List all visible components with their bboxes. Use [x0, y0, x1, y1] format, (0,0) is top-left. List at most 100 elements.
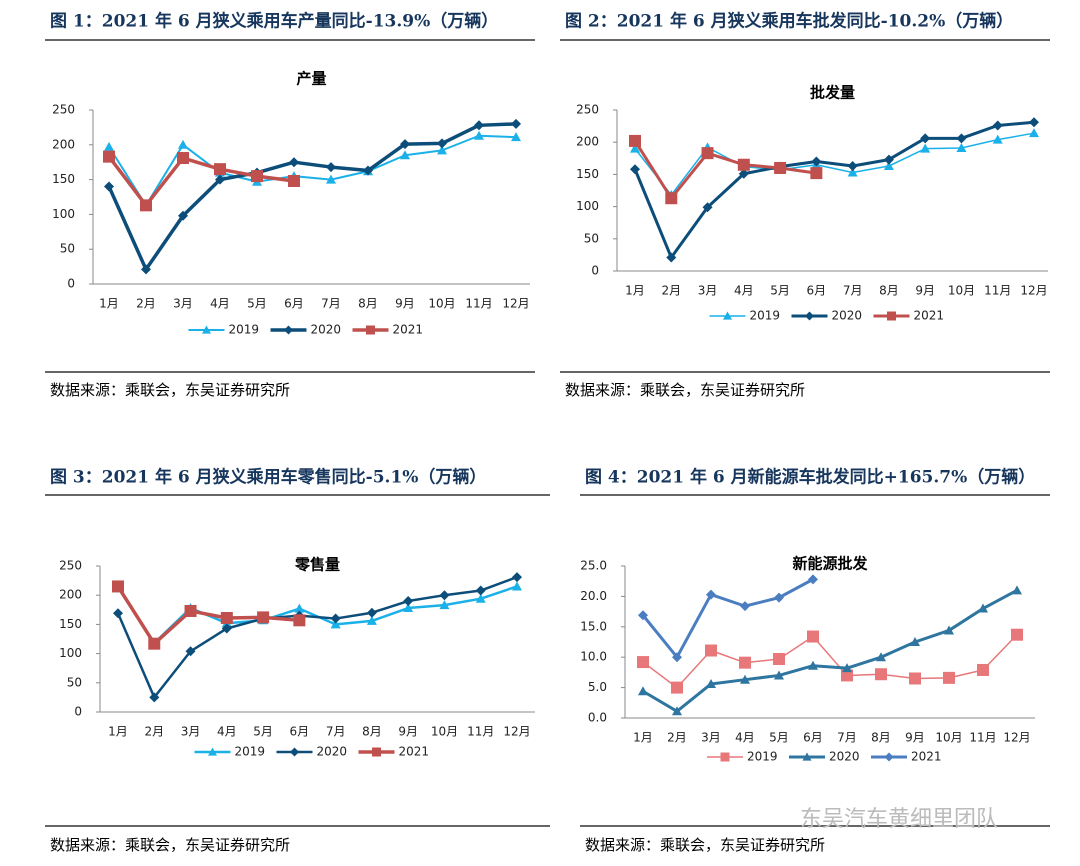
x-tick-label: 9月: [915, 284, 935, 298]
x-tick-label: 3月: [181, 725, 201, 739]
legend-label: 2020: [317, 745, 348, 759]
y-tick-label: 25.0: [580, 559, 607, 573]
marker: [738, 168, 749, 179]
figure-caption: 图 3：2021 年 6 月狭义乘用车零售同比-5.1%（万辆）: [50, 467, 486, 488]
series-line: [116, 575, 518, 699]
marker: [437, 138, 447, 149]
x-tick-label: 3月: [173, 297, 193, 311]
x-tick-label: 4月: [735, 731, 755, 745]
marker: [875, 668, 887, 681]
x-tick-label: 7月: [321, 297, 341, 311]
source-note: 数据来源：乘联会，东吴证券研究所: [50, 836, 290, 854]
x-tick-label: 9月: [395, 297, 415, 311]
y-tick-label: 20.0: [580, 589, 607, 603]
marker: [774, 592, 784, 603]
marker: [630, 143, 640, 153]
marker: [363, 165, 373, 176]
marker: [149, 692, 160, 703]
marker: [810, 167, 823, 180]
marker: [475, 585, 486, 596]
legend-label: 2021: [399, 745, 430, 759]
legend-label: 2020: [832, 309, 863, 323]
marker: [910, 637, 920, 646]
marker: [637, 656, 649, 669]
marker: [214, 163, 226, 176]
figure-caption: 图 4：2021 年 6 月新能源车批发同比+165.7%（万辆）: [585, 467, 1035, 488]
marker: [284, 325, 293, 335]
x-tick-label: 1月: [99, 297, 119, 311]
marker: [177, 152, 189, 165]
y-tick-label: 0: [74, 705, 82, 719]
series-line: [642, 634, 1018, 689]
marker: [1011, 628, 1023, 641]
marker: [474, 130, 484, 140]
marker: [842, 663, 852, 673]
y-tick-label: 150: [52, 172, 75, 186]
x-tick-label: 4月: [734, 284, 754, 298]
marker: [956, 142, 967, 152]
marker: [330, 613, 341, 624]
x-tick-label: 3月: [701, 731, 721, 745]
marker: [630, 164, 640, 175]
marker: [178, 210, 188, 221]
marker: [805, 311, 814, 321]
x-tick-label: 2月: [144, 725, 164, 739]
marker: [148, 637, 161, 650]
x-tick-label: 1月: [108, 725, 128, 739]
marker: [672, 652, 682, 663]
x-tick-label: 2月: [661, 284, 681, 298]
x-tick-label: 8月: [358, 297, 378, 311]
marker: [737, 158, 750, 171]
marker: [178, 139, 188, 149]
x-tick-label: 6月: [290, 725, 310, 739]
marker: [437, 145, 447, 155]
x-tick-label: 4月: [210, 297, 230, 311]
x-tick-label: 5月: [247, 297, 267, 311]
x-tick-label: 5月: [770, 284, 790, 298]
marker: [883, 154, 894, 165]
y-tick-label: 200: [59, 588, 82, 602]
x-tick-label: 11月: [467, 725, 494, 739]
x-tick-label: 4月: [217, 725, 237, 739]
marker: [112, 580, 124, 593]
y-tick-label: 0: [67, 277, 75, 291]
y-tick-label: 0: [591, 264, 599, 278]
marker: [920, 133, 931, 144]
marker: [920, 143, 931, 153]
x-tick-label: 2月: [136, 297, 156, 311]
marker: [723, 311, 732, 320]
figure-caption: 图 1：2021 年 6 月狭义乘用车产量同比-13.9%（万辆）: [50, 11, 498, 32]
x-tick-label: 5月: [769, 731, 789, 745]
marker: [439, 600, 450, 610]
marker: [104, 141, 114, 151]
y-tick-label: 0.0: [588, 711, 607, 725]
marker: [887, 311, 896, 321]
source-note: 数据来源：乘联会，东吴证券研究所: [565, 381, 805, 399]
marker: [811, 156, 822, 167]
x-tick-label: 12月: [503, 725, 530, 739]
marker: [215, 174, 225, 185]
x-tick-label: 6月: [807, 284, 827, 298]
marker: [807, 630, 819, 643]
legend-label: 2020: [311, 323, 342, 337]
marker: [202, 325, 211, 334]
series-line: [642, 588, 1018, 713]
marker: [740, 601, 750, 612]
y-tick-label: 150: [576, 167, 599, 181]
series-line: [634, 132, 1035, 196]
x-tick-label: 10月: [428, 297, 455, 311]
marker: [439, 590, 450, 601]
legend-label: 2021: [393, 323, 424, 337]
series-line: [107, 155, 295, 208]
figure-panel: 图 2：2021 年 6 月狭义乘用车批发同比-10.2%（万辆） 批发量 0 50 1…: [560, 11, 1050, 399]
marker: [103, 150, 115, 163]
marker: [251, 170, 263, 183]
y-tick-label: 250: [52, 103, 75, 117]
marker: [293, 614, 306, 627]
marker: [847, 167, 858, 177]
chart-title: 零售量: [294, 556, 340, 574]
y-tick-label: 200: [576, 135, 599, 149]
x-tick-label: 11月: [465, 297, 492, 311]
legend-label: 2019: [229, 323, 260, 337]
legend-label: 2020: [829, 750, 860, 764]
